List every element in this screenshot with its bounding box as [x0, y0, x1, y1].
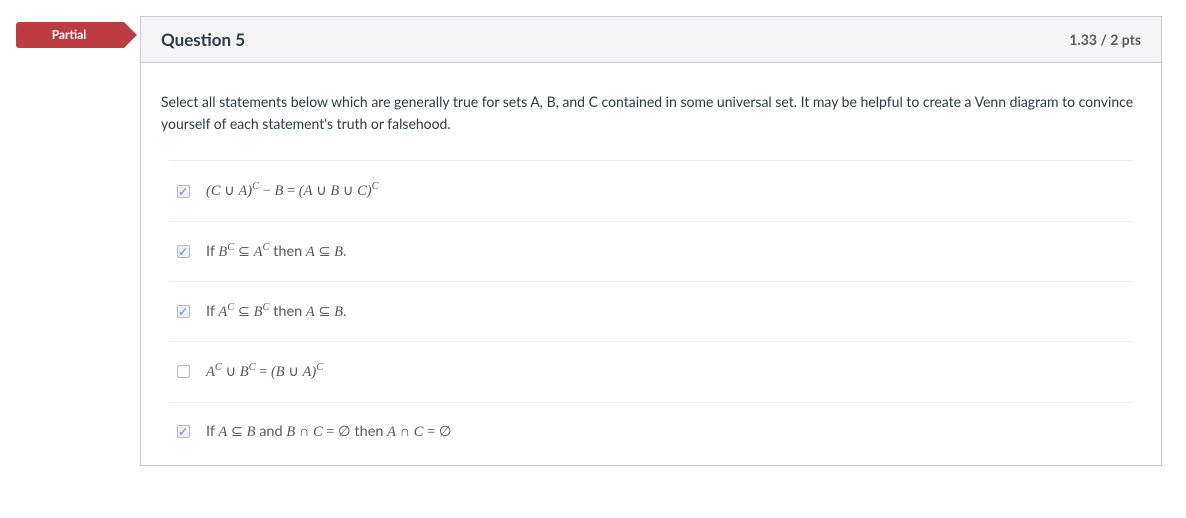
answer-row: If A ⊆ B and B ∩ C = ∅ then A ∩ C = ∅	[169, 402, 1133, 447]
answer-checkbox[interactable]	[177, 365, 190, 378]
question-header: Question 5 1.33 / 2 pts	[141, 17, 1161, 63]
answer-row: If AC ⊆ BC then A ⊆ B.	[169, 281, 1133, 341]
question-body: Select all statements below which are ge…	[141, 63, 1161, 465]
answer-checkbox[interactable]	[177, 185, 190, 198]
answer-checkbox[interactable]	[177, 305, 190, 318]
question-card: Question 5 1.33 / 2 pts Select all state…	[140, 16, 1162, 466]
question-title: Question 5	[161, 29, 245, 50]
question-prompt: Select all statements below which are ge…	[161, 91, 1141, 134]
answer-list: (C ∪ A)C − B = (A ∪ B ∪ C)C If BC ⊆ AC th…	[169, 160, 1133, 447]
question-points: 1.33 / 2 pts	[1069, 31, 1141, 48]
question-container: Partial Question 5 1.33 / 2 pts Select a…	[140, 16, 1162, 466]
answer-checkbox[interactable]	[177, 425, 190, 438]
answer-text: AC ∪ BC = (B ∪ A)C	[206, 360, 323, 383]
answer-row: If BC ⊆ AC then A ⊆ B.	[169, 221, 1133, 281]
answer-checkbox[interactable]	[177, 245, 190, 258]
partial-ribbon: Partial	[16, 22, 124, 48]
answer-text: If AC ⊆ BC then A ⊆ B.	[206, 300, 346, 323]
answer-row: (C ∪ A)C − B = (A ∪ B ∪ C)C	[169, 160, 1133, 220]
answer-row: AC ∪ BC = (B ∪ A)C	[169, 341, 1133, 401]
ribbon-label: Partial	[52, 27, 87, 42]
answer-text: If BC ⊆ AC then A ⊆ B.	[206, 240, 346, 263]
answer-text: If A ⊆ B and B ∩ C = ∅ then A ∩ C = ∅	[206, 421, 452, 443]
answer-text: (C ∪ A)C − B = (A ∪ B ∪ C)C	[206, 179, 379, 202]
